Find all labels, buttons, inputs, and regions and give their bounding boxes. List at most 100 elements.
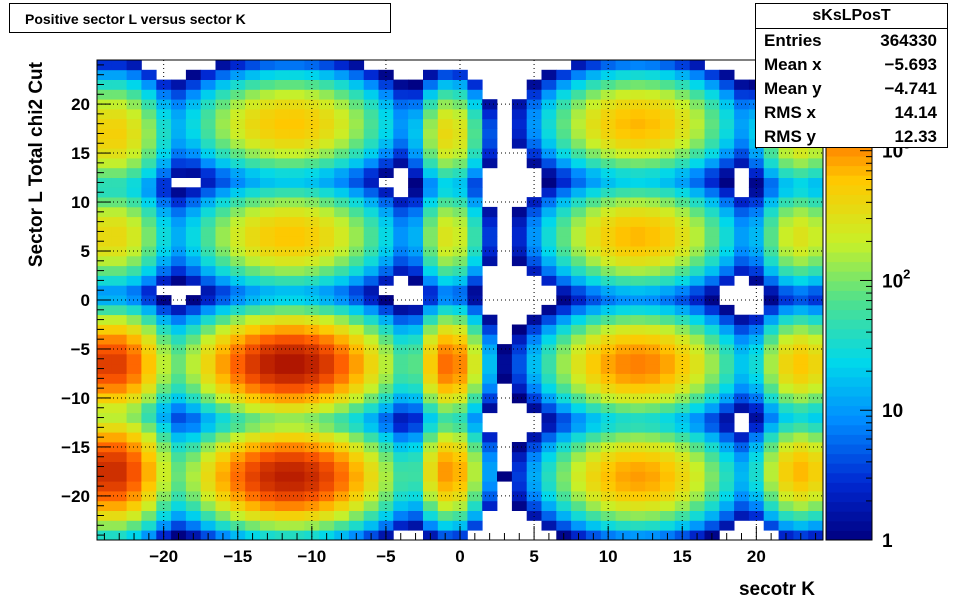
heatmap-cell [289,109,305,120]
heatmap-cell [541,187,557,198]
heatmap-cell [126,432,142,443]
heatmap-cell [630,285,646,296]
heatmap-cell [215,432,231,443]
heatmap-cell [704,353,720,365]
heatmap-cell [689,383,705,394]
heatmap-cell [408,118,424,129]
heatmap-cell [689,206,705,218]
heatmap-cell [763,304,779,316]
heatmap-cell [200,148,216,159]
heatmap-cell [793,314,809,325]
heatmap-cell [482,461,498,472]
heatmap-cell [630,216,646,227]
heatmap-cell [556,304,572,316]
heatmap-cell [600,353,616,365]
heatmap-cell [734,89,750,100]
heatmap-cell [319,177,335,188]
heatmap-cell [452,236,468,247]
heatmap-cell [260,138,276,149]
heatmap-cell [393,79,409,90]
heatmap-cell [793,255,809,267]
heatmap-cell [704,138,720,149]
heatmap-cell [260,60,276,71]
heatmap-cell [704,383,720,394]
heatmap-cell [689,334,705,345]
heatmap-cell [156,373,172,384]
heatmap-cell [215,148,231,159]
heatmap-cell [511,216,528,227]
heatmap-cell [571,265,587,276]
heatmap-cell [482,206,498,218]
heatmap-cell [393,236,409,247]
heatmap-cell [585,451,602,462]
heatmap-cell [600,128,616,139]
heatmap-cell [423,481,439,492]
heatmap-cell [778,177,794,188]
heatmap-cell [348,265,365,276]
heatmap-cell [748,226,765,237]
heatmap-cell [111,363,127,374]
heatmap-cell [630,275,646,286]
heatmap-cell [141,226,157,237]
heatmap-cell [230,353,246,365]
heatmap-cell [274,481,290,492]
heatmap-cell [645,216,661,227]
heatmap-cell [467,471,483,482]
heatmap-cell [734,432,750,443]
heatmap-cell [215,79,231,90]
heatmap-cell [245,148,261,159]
heatmap-cell [763,324,779,335]
heatmap-cell [719,432,735,443]
heatmap-cell [141,128,157,139]
heatmap-cell [778,383,794,394]
heatmap-cell [615,520,631,531]
heatmap-cell [126,451,142,462]
heatmap-cell [615,353,631,365]
heatmap-cell [230,481,246,492]
heatmap-cell [511,226,528,237]
heatmap-cell [274,442,290,453]
heatmap-cell [482,383,498,394]
heatmap-cell [378,226,394,237]
heatmap-cell [511,471,528,482]
heatmap-cell [408,187,424,198]
heatmap-cell [526,148,542,159]
heatmap-cell [363,177,379,188]
heatmap-cell [660,491,676,502]
heatmap-cell [482,353,498,365]
heatmap-cell [200,167,216,178]
heatmap-cell [615,60,631,71]
heatmap-cell [467,442,483,453]
heatmap-cell [734,363,750,374]
heatmap-cell [571,461,587,472]
heatmap-cell [689,226,705,237]
heatmap-cell [245,128,261,139]
heatmap-cell [319,393,335,404]
heatmap-cell [274,412,290,423]
heatmap-cell [111,412,127,423]
heatmap-cell [363,158,379,169]
heatmap-cell [260,363,276,374]
palette-step [826,434,872,445]
heatmap-cell [393,363,409,374]
heatmap-cell [230,324,246,335]
heatmap-cell [704,520,720,531]
heatmap-cell [126,118,142,129]
heatmap-cell [141,510,157,521]
heatmap-cell [319,206,335,218]
heatmap-cell [511,324,528,335]
heatmap-cell [763,353,779,365]
heatmap-cell [348,422,365,433]
heatmap-cell [541,236,557,247]
heatmap-cell [111,246,127,257]
palette-step [826,156,872,167]
heatmap-cell [230,109,246,120]
heatmap-cell [704,109,720,120]
heatmap-cell [363,481,379,492]
heatmap-cell [185,314,202,325]
heatmap-cell [526,118,542,129]
heatmap-cell [260,491,276,502]
heatmap-cell [408,206,424,218]
x-tick-label: 20 [747,547,766,566]
heatmap-cell [763,481,779,492]
